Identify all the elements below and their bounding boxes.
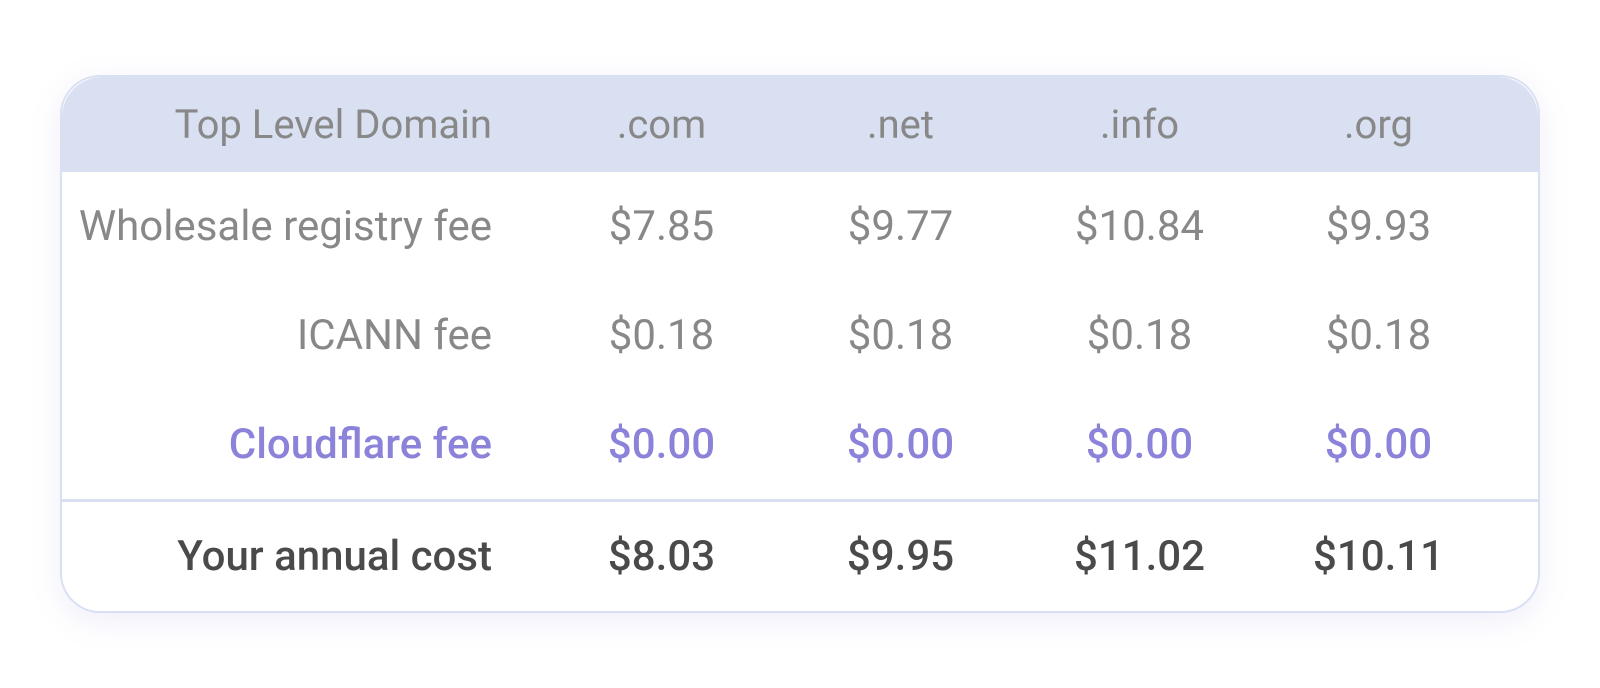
column-header-net: .net: [781, 101, 1020, 148]
row-value: $9.95: [781, 532, 1020, 581]
row-value: $0.00: [542, 420, 781, 469]
row-value: $7.85: [542, 202, 781, 251]
row-value: $10.11: [1259, 532, 1498, 581]
table-row: Wholesale registry fee $7.85 $9.77 $10.8…: [62, 172, 1538, 281]
column-header-label: Top Level Domain: [62, 101, 542, 148]
row-value: $0.18: [1020, 311, 1259, 360]
row-value: $0.00: [781, 420, 1020, 469]
row-value: $0.00: [1020, 420, 1259, 469]
row-value: $9.93: [1259, 202, 1498, 251]
row-value: $10.84: [1020, 202, 1259, 251]
row-value: $0.18: [542, 311, 781, 360]
row-label: ICANN fee: [62, 311, 542, 360]
pricing-table: Top Level Domain .com .net .info .org Wh…: [60, 75, 1540, 613]
table-header: Top Level Domain .com .net .info .org: [62, 77, 1538, 172]
table-row: ICANN fee $0.18 $0.18 $0.18 $0.18: [62, 281, 1538, 390]
row-value: $0.18: [1259, 311, 1498, 360]
column-header-com: .com: [542, 101, 781, 148]
row-label: Your annual cost: [62, 532, 542, 581]
row-value: $0.18: [781, 311, 1020, 360]
row-value: $9.77: [781, 202, 1020, 251]
row-label: Cloudflare fee: [62, 420, 542, 469]
column-header-org: .org: [1259, 101, 1498, 148]
row-value: $0.00: [1259, 420, 1498, 469]
row-label: Wholesale registry fee: [62, 202, 542, 251]
row-value: $8.03: [542, 532, 781, 581]
row-value: $11.02: [1020, 532, 1259, 581]
column-header-info: .info: [1020, 101, 1259, 148]
table-row: Cloudflare fee $0.00 $0.00 $0.00 $0.00: [62, 390, 1538, 499]
table-row-total: Your annual cost $8.03 $9.95 $11.02 $10.…: [62, 499, 1538, 611]
